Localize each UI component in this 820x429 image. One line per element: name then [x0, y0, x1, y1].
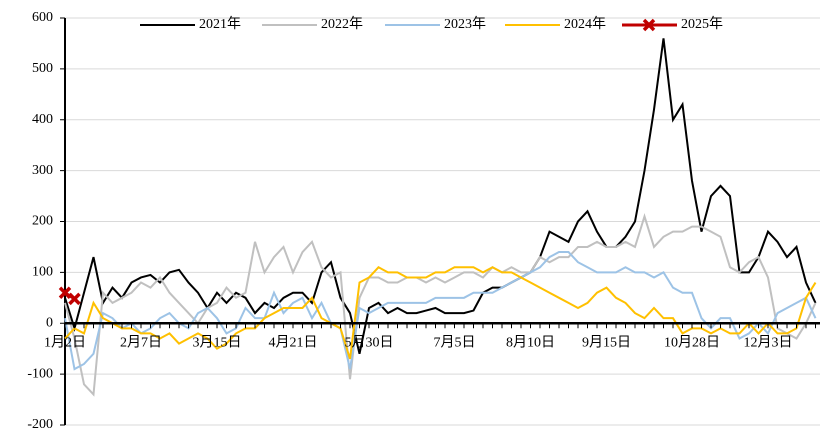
y-tick-label: 0 [46, 315, 53, 330]
series-line [64, 38, 817, 355]
y-tick-label: 500 [32, 61, 53, 76]
y-tick-label: 600 [32, 10, 53, 25]
x-tick-label: 10月28日 [664, 334, 720, 350]
x-tick-label: 3月15日 [193, 334, 242, 350]
series-line [64, 266, 817, 360]
x-tick-label: 4月21日 [269, 334, 318, 350]
series-marker [68, 292, 81, 306]
series-line [64, 213, 817, 397]
x-tick-label: 2月7日 [120, 334, 162, 350]
y-tick-label: 400 [32, 112, 53, 127]
legend-label: 2022年 [321, 16, 363, 32]
series-marker [58, 286, 72, 299]
y-tick-label: -200 [27, 417, 53, 429]
x-tick-label: 8月10日 [506, 334, 555, 350]
legend-label: 2024年 [564, 16, 606, 32]
x-tick-label: 1月2日 [44, 334, 86, 350]
series-line [64, 251, 817, 371]
y-tick-label: -100 [27, 366, 53, 381]
y-tick-label: 200 [32, 214, 53, 229]
legend-marker [642, 18, 656, 32]
legend-label: 2023年 [444, 16, 486, 32]
x-tick-label: 9月15日 [582, 334, 631, 350]
x-tick-label: 12月3日 [744, 334, 793, 350]
legend-label: 2021年 [199, 16, 241, 32]
x-tick-label: 5月30日 [345, 334, 394, 350]
y-tick-label: 300 [32, 163, 53, 178]
x-tick-label: 7月5日 [434, 334, 476, 350]
y-tick-label: 100 [32, 265, 53, 280]
legend-label: 2025年 [681, 16, 723, 32]
